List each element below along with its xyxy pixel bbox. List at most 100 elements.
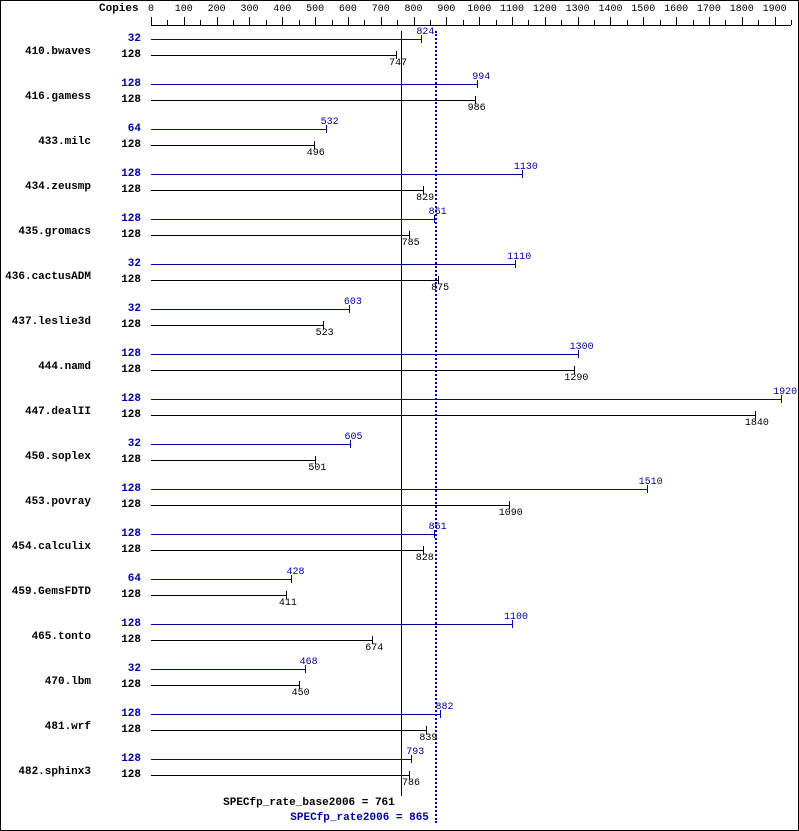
x-tick-label: 1000	[467, 4, 491, 15]
x-tick-label: 100	[175, 4, 193, 15]
peak-bar	[151, 759, 411, 760]
copies-header: Copies	[99, 3, 139, 15]
base-copies-label: 128	[93, 724, 141, 736]
peak-bar	[151, 489, 647, 490]
base-bar	[151, 640, 372, 641]
x-tick-mark	[742, 17, 743, 25]
base-bar	[151, 145, 314, 146]
base-value-label: 1840	[745, 418, 769, 429]
peak-value-label: 428	[286, 567, 304, 578]
peak-value-label: 532	[321, 117, 339, 128]
x-tick-label: 1900	[763, 4, 787, 15]
peak-bar	[151, 714, 440, 715]
base-bar	[151, 370, 574, 371]
peak-copies-label: 32	[93, 303, 141, 315]
base-value-label: 523	[316, 328, 334, 339]
peak-bar	[151, 39, 421, 40]
base-bar	[151, 55, 396, 56]
benchmark-label: 410.bwaves	[1, 46, 91, 58]
x-tick-mark	[151, 17, 152, 25]
benchmark-label: 482.sphinx3	[1, 766, 91, 778]
peak-value-label: 882	[435, 702, 453, 713]
base-value-label: 450	[292, 688, 310, 699]
base-value-label: 411	[279, 598, 297, 609]
x-tick-mark	[414, 17, 415, 25]
base-copies-label: 128	[93, 544, 141, 556]
x-minor-tick	[791, 20, 792, 25]
peak-copies-label: 128	[93, 528, 141, 540]
peak-copies-label: 32	[93, 33, 141, 45]
benchmark-label: 416.gamess	[1, 91, 91, 103]
x-tick-label: 1800	[730, 4, 754, 15]
x-tick-label: 300	[240, 4, 258, 15]
benchmark-label: 453.povray	[1, 496, 91, 508]
base-copies-label: 128	[93, 364, 141, 376]
base-copies-label: 128	[93, 769, 141, 781]
peak-copies-label: 128	[93, 213, 141, 225]
peak-value-label: 468	[300, 657, 318, 668]
x-axis-line	[151, 25, 791, 26]
base-bar	[151, 550, 423, 551]
peak-bar	[151, 399, 781, 400]
peak-summary-label: SPECfp_rate2006 = 865	[290, 812, 429, 824]
base-bar	[151, 190, 423, 191]
base-bar	[151, 100, 475, 101]
x-tick-label: 600	[339, 4, 357, 15]
base-value-label: 1290	[564, 373, 588, 384]
peak-value-label: 793	[406, 747, 424, 758]
base-copies-label: 128	[93, 679, 141, 691]
spec-rate-chart: Copies0100200300400500600700800900100011…	[0, 0, 799, 831]
peak-bar	[151, 579, 291, 580]
peak-value-label: 605	[345, 432, 363, 443]
peak-bar	[151, 174, 522, 175]
benchmark-label: 437.leslie3d	[1, 316, 91, 328]
x-tick-mark	[545, 17, 546, 25]
peak-copies-label: 128	[93, 393, 141, 405]
peak-copies-label: 64	[93, 123, 141, 135]
peak-copies-label: 32	[93, 663, 141, 675]
base-bar	[151, 685, 299, 686]
base-copies-label: 128	[93, 229, 141, 241]
x-tick-label: 900	[437, 4, 455, 15]
peak-value-label: 1130	[514, 162, 538, 173]
x-tick-mark	[381, 17, 382, 25]
x-tick-label: 1400	[598, 4, 622, 15]
x-tick-label: 1500	[631, 4, 655, 15]
base-value-label: 501	[308, 463, 326, 474]
peak-value-label: 861	[429, 207, 447, 218]
x-tick-label: 1600	[664, 4, 688, 15]
base-copies-label: 128	[93, 274, 141, 286]
peak-copies-label: 128	[93, 483, 141, 495]
peak-value-label: 1110	[507, 252, 531, 263]
peak-copies-label: 64	[93, 573, 141, 585]
base-bar	[151, 730, 426, 731]
base-value-label: 786	[402, 778, 420, 789]
x-tick-mark	[446, 17, 447, 25]
base-copies-label: 128	[93, 454, 141, 466]
x-tick-label: 200	[208, 4, 226, 15]
base-bar	[151, 775, 409, 776]
base-copies-label: 128	[93, 499, 141, 511]
x-tick-mark	[315, 17, 316, 25]
peak-copies-label: 128	[93, 348, 141, 360]
benchmark-label: 435.gromacs	[1, 226, 91, 238]
benchmark-label: 434.zeusmp	[1, 181, 91, 193]
base-copies-label: 128	[93, 184, 141, 196]
peak-bar	[151, 444, 350, 445]
base-value-label: 496	[307, 148, 325, 159]
base-copies-label: 128	[93, 94, 141, 106]
base-bar	[151, 505, 509, 506]
peak-bar	[151, 264, 515, 265]
x-tick-mark	[676, 17, 677, 25]
base-copies-label: 128	[93, 589, 141, 601]
base-bar	[151, 280, 438, 281]
peak-value-label: 1300	[570, 342, 594, 353]
peak-value-label: 994	[472, 72, 490, 83]
peak-bar	[151, 129, 326, 130]
base-value-label: 875	[431, 283, 449, 294]
base-value-label: 828	[416, 553, 434, 564]
benchmark-label: 444.namd	[1, 361, 91, 373]
benchmark-label: 481.wrf	[1, 721, 91, 733]
peak-bar	[151, 669, 305, 670]
x-tick-mark	[348, 17, 349, 25]
